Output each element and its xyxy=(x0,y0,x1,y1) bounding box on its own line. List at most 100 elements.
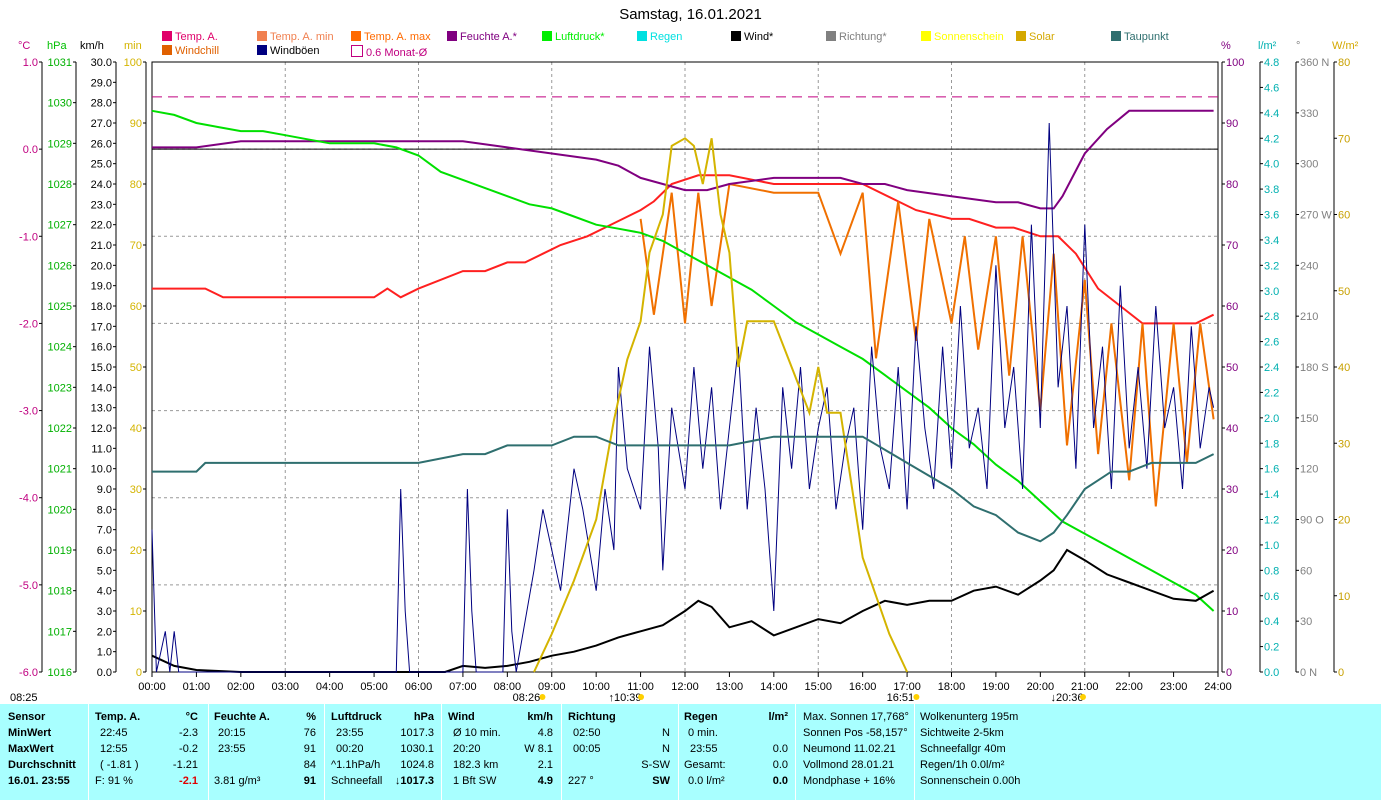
tick-label-lm2: 3.6 xyxy=(1264,210,1279,222)
x-tick-label: 23:00 xyxy=(1160,681,1188,693)
stat-cell: 227 ° xyxy=(568,775,594,787)
tick-label-deg: 210 xyxy=(1300,311,1318,323)
tick-label-lm2: 2.0 xyxy=(1264,413,1279,425)
cloud-line: Sichtweite 2-5km xyxy=(920,727,1004,739)
cloud-line: Regen/1h 0.0l/m² xyxy=(920,759,1005,771)
tick-label-pct: 100 xyxy=(1226,57,1244,69)
tick-label-wm2: 30 xyxy=(1338,438,1350,450)
tick-label-temp: -1.0 xyxy=(19,231,38,243)
tick-label-lm2: 0.4 xyxy=(1264,616,1279,628)
unit-deg: ° xyxy=(1296,40,1301,52)
stat-cell: km/h xyxy=(527,711,553,723)
legend-label: Temp. A. min xyxy=(270,31,334,43)
tick-label-min: 30 xyxy=(130,484,142,496)
stat-cell: N xyxy=(662,727,670,739)
tick-label-min: 90 xyxy=(130,118,142,130)
tick-label-pct: 40 xyxy=(1226,423,1238,435)
legend-swatch xyxy=(351,45,363,57)
tick-label-deg: 60 xyxy=(1300,565,1312,577)
x-tick-label: 04:00 xyxy=(316,681,344,693)
tick-label-hpa: 1025 xyxy=(48,301,72,313)
legend-swatch xyxy=(1111,31,1121,41)
tick-label-min: 70 xyxy=(130,240,142,252)
tick-label-deg: 120 xyxy=(1300,464,1318,476)
legend-item: Regen xyxy=(637,31,682,43)
stat-cell: l/m² xyxy=(768,711,788,723)
tick-label-wm2: 50 xyxy=(1338,286,1350,298)
tick-label-lm2: 0.8 xyxy=(1264,565,1279,577)
stats-panel xyxy=(0,704,1381,800)
tick-label-kmh: 21.0 xyxy=(91,240,112,252)
stat-cell: 1017.3 xyxy=(400,727,434,739)
tick-label-hpa: 1028 xyxy=(48,179,72,191)
tick-label-wm2: 20 xyxy=(1338,515,1350,527)
tick-label-pct: 0 xyxy=(1226,667,1232,679)
tick-label-lm2: 3.2 xyxy=(1264,260,1279,272)
sun-mark-label: ↓20:36 xyxy=(1050,692,1083,704)
legend-label: Temp. A. xyxy=(175,31,218,43)
tick-label-pct: 80 xyxy=(1226,179,1238,191)
tick-label-temp: -2.0 xyxy=(19,318,38,330)
tick-label-hpa: 1017 xyxy=(48,626,72,638)
series-luftdruck- xyxy=(151,109,1215,612)
stat-cell: 23:55 xyxy=(218,743,246,755)
series-windchill xyxy=(639,182,1215,507)
tick-label-kmh: 13.0 xyxy=(91,403,112,415)
tick-label-lm2: 4.0 xyxy=(1264,159,1279,171)
legend-item: 0.6 Monat-Ø xyxy=(351,45,427,59)
tick-label-kmh: 7.0 xyxy=(97,525,112,537)
stat-cell: 91 xyxy=(303,743,316,755)
stat-cell: 23:55 xyxy=(336,727,364,739)
tick-label-kmh: 23.0 xyxy=(91,199,112,211)
tick-label-kmh: 29.0 xyxy=(91,77,112,89)
tick-label-pct: 60 xyxy=(1226,301,1238,313)
legend-item: Windchill xyxy=(162,45,219,57)
stat-cell: 02:50 xyxy=(573,727,601,739)
tick-label-kmh: 25.0 xyxy=(91,159,112,171)
stat-cell: 0.0 xyxy=(772,775,788,787)
tick-label-lm2: 2.2 xyxy=(1264,387,1279,399)
tick-label-lm2: 4.8 xyxy=(1264,57,1279,69)
tick-label-min: 100 xyxy=(124,57,142,69)
x-tick-label: 00:00 xyxy=(138,681,166,693)
stat-cell: F: 91 % xyxy=(95,775,133,787)
tick-label-min: 0 xyxy=(136,667,142,679)
legend-label: Luftdruck* xyxy=(555,31,605,43)
series-taupunkt xyxy=(152,435,1215,543)
tick-label-deg: 240 xyxy=(1300,260,1318,272)
tick-label-kmh: 27.0 xyxy=(91,118,112,130)
tick-label-temp: 1.0 xyxy=(23,57,38,69)
astro-line: Vollmond 28.01.21 xyxy=(803,759,895,771)
tick-label-kmh: 20.0 xyxy=(91,260,112,272)
stat-cell: 20:15 xyxy=(218,727,246,739)
unit-min: min xyxy=(124,40,142,52)
sun-icon xyxy=(1079,694,1086,700)
stat-cell: Wind xyxy=(448,711,475,723)
stat-cell: 0.0 xyxy=(772,743,788,755)
stat-cell: 1024.8 xyxy=(400,759,434,771)
x-tick-label: 24:00 xyxy=(1204,681,1232,693)
time-left-label: 08:25 xyxy=(10,692,38,704)
tick-label-kmh: 0.0 xyxy=(97,667,112,679)
tick-label-min: 80 xyxy=(130,179,142,191)
tick-label-kmh: 8.0 xyxy=(97,504,112,516)
tick-label-hpa: 1021 xyxy=(48,464,72,476)
stat-cell: -0.2 xyxy=(179,743,198,755)
x-tick-label: 22:00 xyxy=(1115,681,1143,693)
tick-label-hpa: 1027 xyxy=(48,220,72,232)
x-tick-label: 21:00 xyxy=(1071,681,1099,693)
tick-label-deg: 270 W xyxy=(1300,210,1332,222)
unit-lm2: l/m² xyxy=(1258,40,1277,52)
x-tick-label: 11:00 xyxy=(627,681,654,693)
legend-label: Temp. A. max xyxy=(364,31,431,43)
tick-label-hpa: 1019 xyxy=(48,545,72,557)
stat-cell: 76 xyxy=(303,727,316,739)
cloud-line: Wolkenunterg 195m xyxy=(920,711,1019,723)
stat-cell: 4.9 xyxy=(537,775,553,787)
stat-cell: 00:20 xyxy=(336,743,364,755)
chart-grid xyxy=(152,61,1218,673)
tick-label-temp: -4.0 xyxy=(19,493,38,505)
stat-cell: Gesamt: xyxy=(684,759,726,771)
x-tick-label: 12:00 xyxy=(671,681,699,693)
tick-label-kmh: 10.0 xyxy=(91,464,112,476)
